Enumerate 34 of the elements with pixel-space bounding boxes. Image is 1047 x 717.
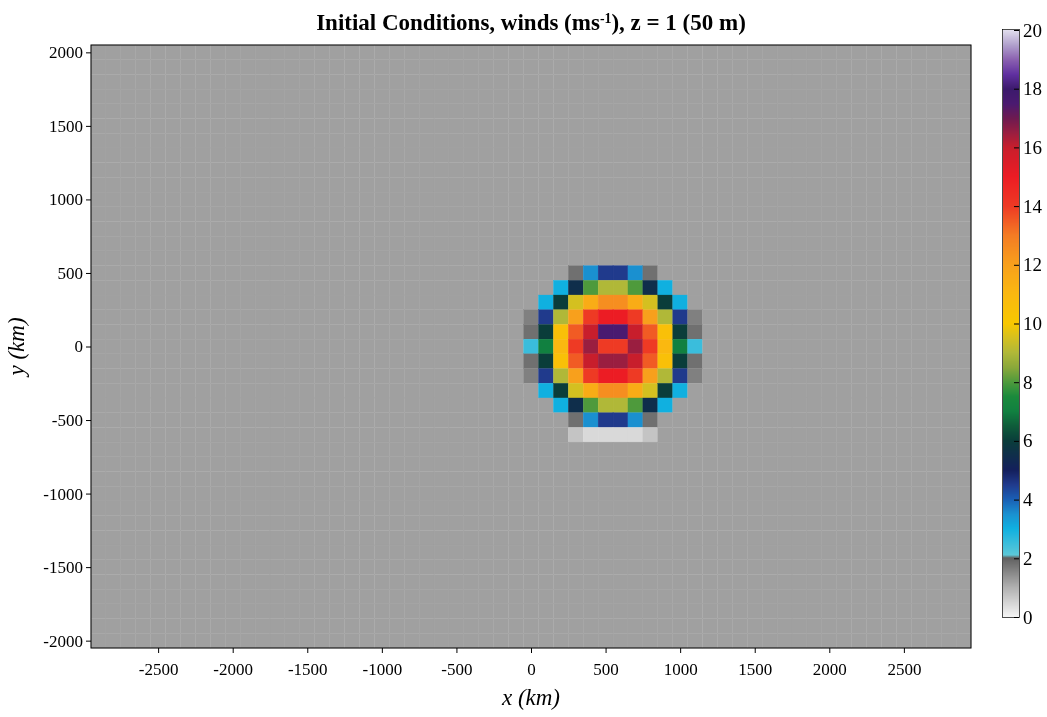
x-tick-label: 2000: [812, 659, 847, 679]
color-bar-label: 10: [1023, 313, 1042, 335]
y-tick-label: 0: [74, 337, 83, 357]
color-bar-label: 12: [1023, 254, 1042, 276]
x-tick-label: 1500: [738, 659, 773, 679]
x-tick-label: 2500: [887, 659, 922, 679]
x-tick-label: -2000: [213, 659, 254, 679]
color-bar-label: 20: [1023, 19, 1042, 41]
color-bar-label: 6: [1023, 430, 1033, 452]
x-tick-label: -500: [441, 659, 473, 679]
color-bar-label: 4: [1023, 489, 1033, 511]
x-tick-label: -1000: [362, 659, 403, 679]
color-bar-label: 14: [1023, 195, 1043, 217]
x-tick-label: 0: [527, 659, 536, 679]
color-bar-label: 16: [1023, 136, 1042, 158]
y-tick-label: -500: [51, 410, 83, 430]
color-bar-label: 8: [1023, 371, 1033, 393]
y-tick-label: 1000: [49, 190, 83, 210]
color-bar-label: 0: [1023, 606, 1033, 628]
x-tick-label: 1000: [663, 659, 698, 679]
y-tick-label: 500: [57, 263, 83, 283]
x-tick-label: -2500: [138, 659, 179, 679]
y-tick-label: -1000: [43, 484, 83, 504]
y-axis-title: y (km): [4, 317, 29, 378]
color-bar-label: 18: [1023, 78, 1042, 100]
color-bar-label: 2: [1023, 547, 1033, 569]
x-axis-title: x (km): [500, 685, 561, 710]
x-tick-label: 500: [593, 659, 619, 679]
chart-title: Initial Conditions, winds (ms$^{-1}$), z = 1 (50 m): [316, 10, 746, 35]
y-tick-label: 2000: [49, 43, 83, 63]
y-tick-label: -1500: [43, 558, 83, 578]
x-tick-label: -1500: [287, 659, 328, 679]
y-tick-label: 1500: [49, 116, 83, 136]
y-tick-label: -2000: [43, 631, 83, 651]
